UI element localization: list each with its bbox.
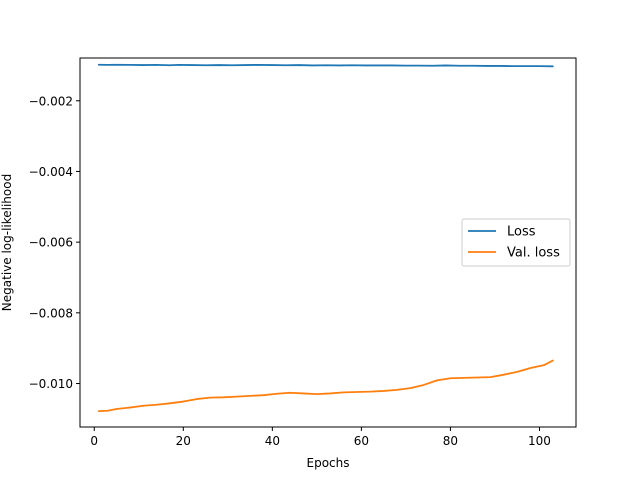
x-tick-label: 40 [265, 434, 280, 448]
y-tick-label: −0.006 [29, 236, 73, 250]
x-axis-label: Epochs [307, 456, 350, 470]
x-ticks: 0 20 40 60 80 100 [90, 427, 551, 448]
series-line-loss [97, 63, 554, 68]
legend-loss-label: Loss [507, 225, 536, 240]
y-tick-label: −0.004 [29, 165, 73, 179]
series-layer [97, 63, 554, 412]
series-line-val-loss [97, 359, 554, 412]
x-tick-label: 20 [176, 434, 191, 448]
y-tick-label: −0.010 [29, 377, 73, 391]
x-tick-label: 80 [443, 434, 458, 448]
y-axis-label: Negative log-likelihood [0, 174, 14, 311]
legend: Loss Val. loss [461, 218, 571, 267]
x-tick-label: 0 [90, 434, 98, 448]
legend-val-loss-label: Val. loss [507, 246, 560, 261]
y-tick-label: −0.002 [29, 94, 73, 108]
plot-frame [79, 57, 577, 428]
x-tick-label: 60 [354, 434, 369, 448]
y-ticks: −0.002 −0.004 −0.006 −0.008 −0.010 [29, 94, 80, 391]
x-tick-label: 100 [528, 434, 551, 448]
y-tick-label: −0.008 [29, 306, 73, 320]
